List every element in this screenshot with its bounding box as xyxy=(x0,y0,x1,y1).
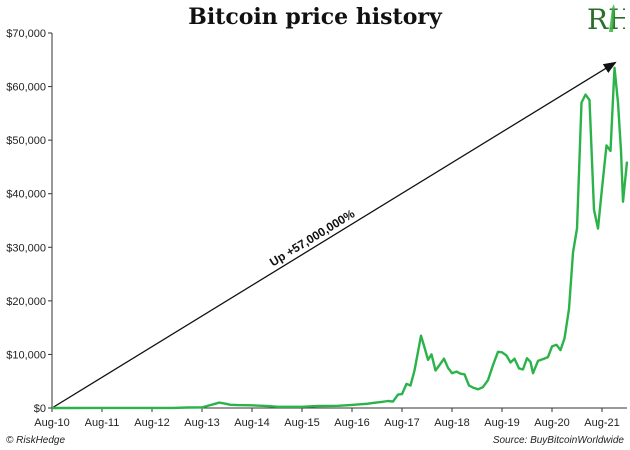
x-tick-label: Aug-15 xyxy=(284,417,319,429)
chart-title: Bitcoin price history xyxy=(188,4,442,30)
x-tick-label: Aug-21 xyxy=(584,417,619,429)
annotation-group: Up +57,000,000% xyxy=(51,61,617,409)
price-line xyxy=(52,66,629,410)
x-tick-label: Aug-19 xyxy=(484,417,519,429)
riskhedge-logo: RH xyxy=(587,3,625,36)
x-tick-label: Aug-18 xyxy=(434,417,469,429)
series-group xyxy=(52,66,629,410)
x-tick-label: Aug-10 xyxy=(34,417,69,429)
y-tick-label: $30,000 xyxy=(6,242,46,254)
brand-credit: © RiskHedge xyxy=(6,435,66,446)
source-note: Source: BuyBitcoinWorldwide xyxy=(492,435,624,446)
y-axis: $0 $10,000 $20,000 $30,000 $40,000 $50,000 $60… xyxy=(6,28,53,415)
y-tick-label: $20,000 xyxy=(6,296,46,308)
y-tick-label: $50,000 xyxy=(6,135,46,147)
y-tick-label: $10,000 xyxy=(6,349,46,361)
growth-annotation: Up +57,000,000% xyxy=(267,206,357,269)
y-tick-label: $0 xyxy=(34,403,46,415)
growth-arrow xyxy=(51,61,617,409)
x-tick-label: Aug-12 xyxy=(134,417,169,429)
y-tick-label: $70,000 xyxy=(6,28,46,40)
x-tick-label: Aug-14 xyxy=(234,417,269,429)
x-tick-label: Aug-17 xyxy=(384,417,419,429)
x-tick-label: Aug-16 xyxy=(334,417,369,429)
y-tick-label: $40,000 xyxy=(6,189,46,201)
y-tick-label: $60,000 xyxy=(6,82,46,94)
x-tick-label: Aug-13 xyxy=(184,417,219,429)
x-tick-label: Aug-11 xyxy=(85,417,120,429)
logo-text: RH xyxy=(587,3,625,36)
x-axis: Aug-10 Aug-11 Aug-12 Aug-13 Aug-14 Aug-15 Aug-… xyxy=(34,407,627,429)
x-tick-label: Aug-20 xyxy=(534,417,569,429)
